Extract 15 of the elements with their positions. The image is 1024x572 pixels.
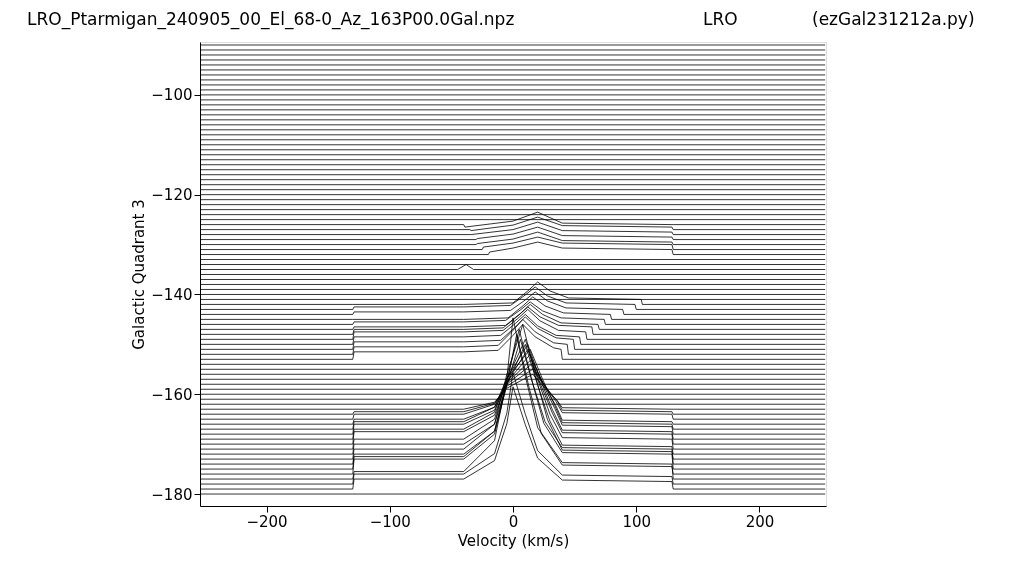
y-tick-label: −160 [151, 385, 193, 404]
x-tick-label: 100 [622, 512, 652, 531]
x-tick-label: 200 [745, 512, 775, 531]
text: LRO [703, 9, 738, 29]
chart-title: LRO_Ptarmigan_240905_00_El_68-0_Az_163P00.0Gal.npz [27, 9, 515, 30]
y-tick-label: −180 [151, 485, 193, 504]
x-tick-label: −200 [246, 512, 288, 531]
x-tick-label: 0 [508, 512, 519, 531]
y-tick-label: −140 [151, 285, 193, 304]
x-tick-label: −100 [369, 512, 411, 531]
y-axis-title: Galactic Quadrant 3 [130, 199, 149, 350]
x-axis-title: Velocity (km/s) [457, 531, 570, 550]
text: (ezGal231212a.py) [812, 9, 975, 29]
y-tick-label: −100 [151, 86, 193, 105]
y-tick-label: −120 [151, 186, 193, 205]
